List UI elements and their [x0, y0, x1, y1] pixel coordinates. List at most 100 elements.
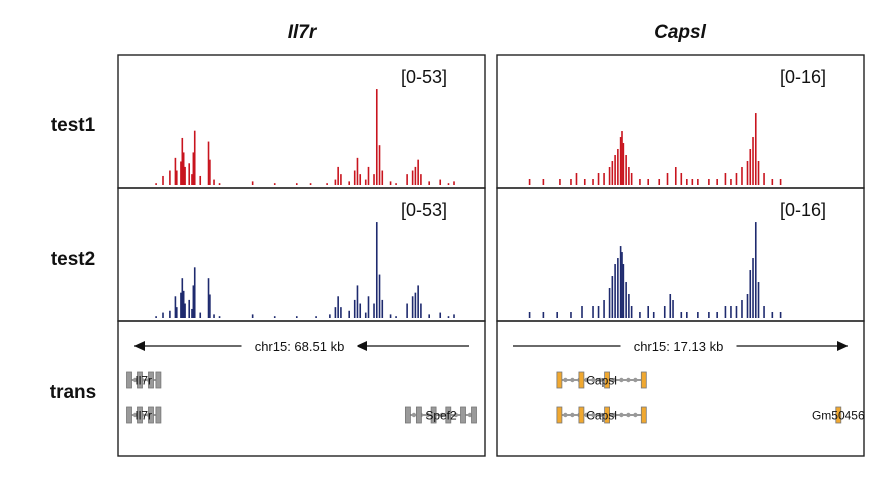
- signal-bar-t1-p7: [182, 290, 185, 318]
- transcript-exon-l1-t0-e0: [556, 406, 563, 424]
- signal-bar-t0-p10: [611, 161, 614, 185]
- signal-bar-t1-p44: [439, 312, 442, 318]
- signal-bar-t1-p19: [273, 316, 276, 318]
- transcript-exon-l1-t0-e3: [640, 406, 647, 424]
- signal-bar-t1-p25: [340, 307, 342, 318]
- panel-frame-r2-c0: [117, 320, 486, 457]
- signal-bar-t0-p3: [570, 179, 572, 185]
- signal-bar-t1-p18: [639, 312, 641, 318]
- transcript-strand-dot: [425, 412, 431, 418]
- transcript-strand-dot: [563, 412, 568, 418]
- signal-bar-t1-p37: [757, 282, 760, 318]
- signal-bar-t0-p12: [617, 149, 619, 185]
- signal-bar-t1-p20: [295, 316, 298, 318]
- signal-bar-t0-p15: [209, 159, 211, 185]
- signal-bar-t0-p19: [639, 179, 641, 185]
- signal-bar-t0-p5: [583, 179, 586, 185]
- signal-bar-t1-p9: [188, 299, 191, 318]
- transcript-strand-dot: [591, 412, 596, 418]
- signal-bar-t1-p10: [191, 308, 193, 318]
- signal-bar-t1-p20: [652, 312, 655, 318]
- signal-bar-t1-p14: [622, 264, 625, 318]
- signal-bar-t0-p20: [647, 179, 649, 185]
- transcript-exon-l1-t0-e1: [137, 406, 143, 424]
- signal-bar-t0-p25: [340, 174, 342, 185]
- signal-bar-t0-p2: [169, 170, 171, 185]
- signal-bar-t0-p22: [666, 173, 669, 185]
- signal-bar-t1-p2: [556, 312, 558, 318]
- signal-bar-t0-p25: [686, 179, 688, 185]
- transcript-strand-dot: [633, 377, 638, 383]
- transcript-strand-dot: [563, 377, 568, 383]
- scale-arrow-right: [837, 341, 848, 351]
- signal-bar-t1-p2: [169, 310, 171, 318]
- signal-bar-t1-p28: [356, 285, 359, 318]
- signal-bar-t1-p40: [779, 312, 782, 318]
- signal-bar-t0-p18: [251, 181, 254, 185]
- signal-bar-t0-p35: [381, 170, 384, 185]
- signal-bar-t1-p46: [453, 314, 455, 318]
- transcript-exon-l0-t0-e0: [556, 371, 563, 389]
- signal-bar-t0-p12: [193, 130, 196, 185]
- transcript-strand-dot: [598, 377, 603, 383]
- transcript-exon-l1-t1-e2: [430, 406, 437, 424]
- signal-bar-t1-p24: [680, 312, 683, 318]
- signal-bar-t1-p26: [697, 312, 699, 318]
- signal-bar-t1-p23: [672, 300, 674, 318]
- signal-bar-t0-p38: [406, 174, 408, 185]
- signal-bar-t0-p24: [337, 166, 339, 185]
- signal-bar-t0-p46: [453, 181, 455, 185]
- signal-bar-t1-p36: [389, 314, 392, 318]
- signal-bar-t1-p25: [686, 312, 688, 318]
- signal-bar-t0-p23: [334, 179, 337, 185]
- signal-bar-t0-p45: [447, 183, 450, 185]
- transcript-exon-l1-t0-e2: [148, 406, 154, 424]
- signal-bar-t0-p1: [542, 179, 545, 185]
- signal-bar-t1-p32: [741, 300, 743, 318]
- signal-bar-t1-p43: [428, 314, 430, 318]
- transcript-exon-l0-t0-e0: [126, 371, 132, 389]
- transcript-strand-dot: [619, 412, 624, 418]
- signal-bar-t1-p11: [192, 285, 195, 318]
- signal-bar-t1-p5: [180, 292, 182, 318]
- signal-bar-t1-p45: [447, 316, 450, 318]
- signal-bar-t1-p31: [367, 296, 370, 318]
- signal-bar-t0-p4: [176, 170, 178, 185]
- signal-bar-t0-p5: [180, 161, 182, 185]
- signal-bar-t0-p16: [213, 179, 215, 185]
- signal-bar-t0-p17: [628, 167, 630, 185]
- signal-bar-t1-p30: [730, 306, 732, 318]
- signal-bar-t0-p36: [752, 137, 754, 185]
- track-range-label-t0: [0-53]: [401, 67, 447, 87]
- signal-bar-t1-p7: [603, 300, 605, 318]
- signal-bar-t1-p9: [611, 276, 614, 318]
- signal-bar-t0-p18: [630, 173, 633, 185]
- signal-bar-t1-p35: [752, 258, 754, 318]
- signal-bar-t1-p10: [614, 264, 616, 318]
- signal-bar-t0-p26: [348, 181, 350, 185]
- transcript-exon-l0-t0-e2: [148, 371, 154, 389]
- transcript-strand-dot: [598, 412, 603, 418]
- transcript-exon-l0-t0-e3: [155, 371, 162, 389]
- signal-bar-t0-p32: [735, 173, 738, 185]
- row-label-test2: test2: [51, 249, 95, 270]
- transcript-label-l0-t0: Capsl: [586, 374, 617, 388]
- signal-bar-t1-p5: [592, 306, 594, 318]
- signal-bar-t0-p13: [619, 137, 622, 185]
- signal-bar-t0-p40: [414, 166, 417, 185]
- signal-bar-t0-p21: [309, 183, 312, 185]
- signal-bar-t0-p1: [162, 175, 164, 185]
- signal-bar-t0-p32: [373, 174, 375, 185]
- signal-bar-t1-p18: [251, 314, 254, 318]
- transcript-strand-dot: [619, 377, 624, 383]
- signal-bar-t1-p29: [359, 303, 362, 318]
- scale-label-bg: [241, 338, 358, 353]
- transcript-exon-l1-t1-e0: [404, 406, 411, 424]
- signal-bar-t1-p16: [213, 314, 215, 318]
- signal-bar-t0-p10: [191, 174, 193, 185]
- signal-bar-t0-p31: [367, 166, 370, 185]
- signal-bar-t0-p0: [528, 179, 531, 185]
- transcript-strand-dot: [633, 412, 638, 418]
- transcript-strand-dot: [411, 412, 417, 418]
